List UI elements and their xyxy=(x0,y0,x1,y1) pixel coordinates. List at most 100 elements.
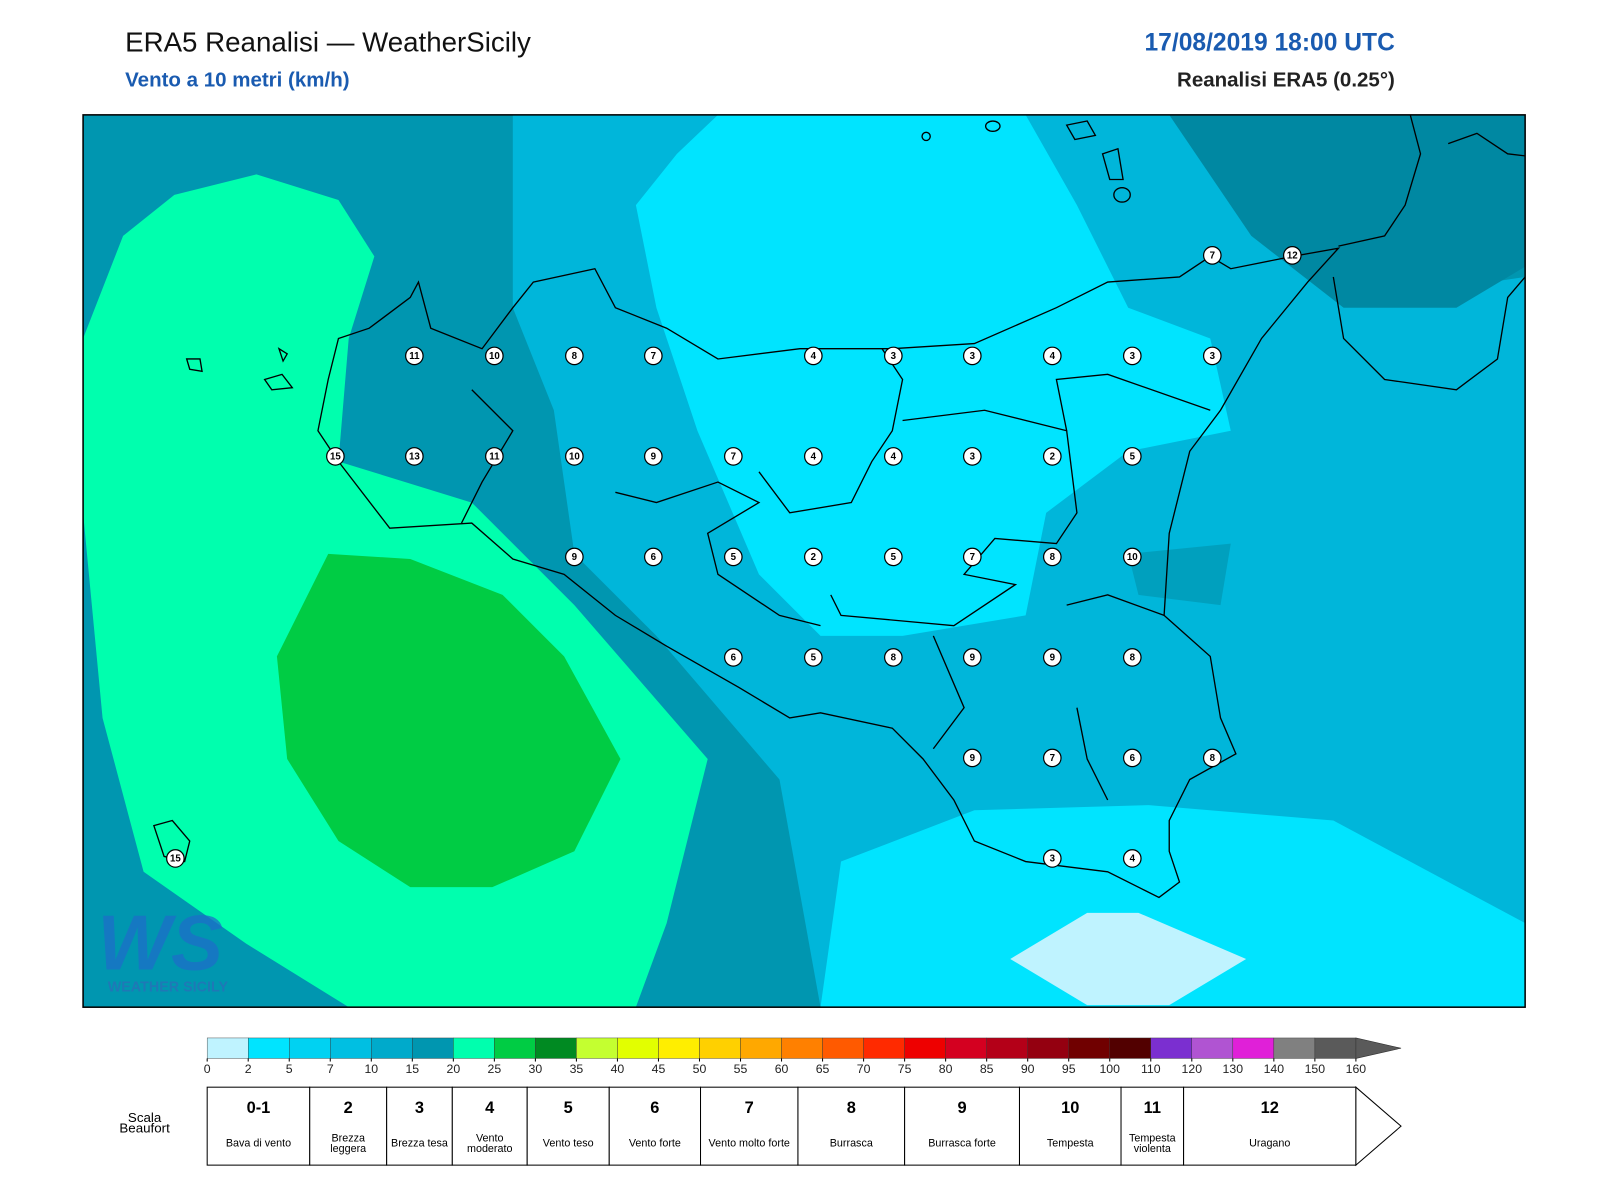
colorbar-segment xyxy=(576,1037,618,1059)
station-marker xyxy=(485,447,504,466)
station-value: 9 xyxy=(970,653,976,664)
colorbar-tick-label: 40 xyxy=(611,1062,625,1076)
wind-field xyxy=(1010,912,1247,1006)
beaufort-box xyxy=(451,1086,528,1166)
colorbar-segment xyxy=(494,1037,536,1059)
logo: WS WEATHER SICILY xyxy=(97,898,228,995)
colorbar-tick-label: 70 xyxy=(857,1062,871,1076)
colorbar-segment xyxy=(371,1037,413,1059)
station-value: 7 xyxy=(1210,250,1215,261)
colorbar-tick-label: 60 xyxy=(775,1062,789,1076)
station-value: 6 xyxy=(651,552,657,563)
colorbar-tick-label: 95 xyxy=(1062,1062,1076,1076)
station-marker xyxy=(1122,849,1142,868)
beaufort-force: 0-1 xyxy=(247,1099,271,1117)
colorbar-tick-label: 2 xyxy=(245,1062,252,1076)
colorbar-tick-label: 110 xyxy=(1141,1062,1161,1076)
beaufort-box xyxy=(1120,1086,1185,1166)
station-marker xyxy=(803,447,823,466)
colorbar-segment xyxy=(1232,1037,1275,1059)
beaufort-description: Vento moderato xyxy=(467,1133,512,1154)
beaufort-description-text: Vento forte xyxy=(628,1137,681,1150)
colorbar-tick-label: 55 xyxy=(734,1062,748,1076)
station-value: 7 xyxy=(970,552,975,563)
beaufort-description: Brezza leggera xyxy=(330,1132,367,1155)
logo-text: WEATHER SICILY xyxy=(108,979,229,995)
station-marker xyxy=(723,447,743,466)
station-marker xyxy=(723,648,743,667)
colorbar-tick-label: 10 xyxy=(364,1062,378,1076)
station-marker xyxy=(962,447,982,466)
station-marker xyxy=(326,447,345,466)
colorbar-segment xyxy=(699,1037,741,1059)
station-marker xyxy=(1202,346,1222,366)
colorbar-tick-label: 50 xyxy=(693,1062,707,1076)
station-value: 4 xyxy=(1130,854,1136,865)
coastline-calabria xyxy=(1332,114,1526,391)
beaufort-description-text: Brezza leggera xyxy=(330,1132,367,1155)
station-value: 3 xyxy=(970,452,976,463)
colorbar-tick-label: 90 xyxy=(1021,1062,1035,1076)
datetime: 17/08/2019 18:00 UTC xyxy=(1144,30,1395,57)
wind-field xyxy=(1128,543,1231,606)
station-value: 4 xyxy=(811,452,817,463)
station-value: 9 xyxy=(651,452,657,463)
beaufort-description-text: Tempesta violenta xyxy=(1128,1132,1176,1155)
station-marker xyxy=(485,346,504,366)
colorbar-segment xyxy=(1109,1037,1151,1059)
beaufort-description: Vento teso xyxy=(542,1137,594,1150)
colorbar-segment xyxy=(330,1037,372,1059)
beaufort-force: 7 xyxy=(745,1099,754,1117)
beaufort-force: 4 xyxy=(485,1099,495,1117)
station-marker xyxy=(883,346,903,366)
station-value: 4 xyxy=(811,351,817,362)
colorbar-segment xyxy=(986,1037,1028,1059)
colorbar-tick-label: 20 xyxy=(446,1062,460,1076)
station-value: 3 xyxy=(1210,351,1216,362)
station-marker xyxy=(803,346,823,366)
station-value: 15 xyxy=(170,854,181,865)
station-value: 5 xyxy=(811,653,817,664)
station-marker xyxy=(962,748,982,768)
beaufort-force: 6 xyxy=(650,1099,659,1117)
beaufort-box xyxy=(386,1086,453,1166)
beaufort-description: Uragano xyxy=(1249,1138,1290,1149)
stations: 7 12 11 10 8 7 4 3 3 4 3 3 15 13 11 10 9 7 4 4 3 2 5 9 6 5 2 5 7 8 10 6… xyxy=(166,246,1302,868)
colorbar-segment xyxy=(1273,1037,1316,1059)
station-marker xyxy=(1122,648,1142,667)
colorbar-tick-label: 120 xyxy=(1182,1062,1203,1076)
station-value: 3 xyxy=(970,351,976,362)
logo-mark: WS xyxy=(97,898,223,986)
station-value: 10 xyxy=(1127,552,1138,563)
station-value: 2 xyxy=(811,552,817,563)
station-marker xyxy=(1042,447,1062,466)
station-marker xyxy=(883,547,903,567)
station-value: 12 xyxy=(1287,250,1298,261)
beaufort-scale: Scala Beaufort 0-1 Bava di vento 2 Brezza le… xyxy=(119,1086,1402,1167)
station-marker xyxy=(1202,246,1222,265)
station-value: 8 xyxy=(572,351,578,362)
station-value: 11 xyxy=(409,351,420,362)
beaufort-box xyxy=(797,1086,906,1166)
map: 7 12 11 10 8 7 4 3 3 4 3 3 15 13 11 10 9 7 4 4 3 2 5 9 6 5 2 5 7 8 10 6… xyxy=(83,114,1526,1008)
station-marker xyxy=(883,447,903,466)
station-marker xyxy=(803,648,823,667)
colorbar-segment xyxy=(412,1037,454,1059)
station-marker xyxy=(962,547,982,567)
colorbar-segment xyxy=(247,1037,290,1059)
title: ERA5 Reanalisi — WeatherSicily xyxy=(125,26,531,57)
colorbar-tick-label: 7 xyxy=(327,1062,334,1076)
beaufort-arrow xyxy=(1355,1086,1402,1167)
colorbar-segment xyxy=(781,1037,823,1059)
colorbar-tick-label: 150 xyxy=(1305,1062,1326,1076)
station-value: 9 xyxy=(1050,653,1056,664)
beaufort-description: Bava di vento xyxy=(226,1138,291,1149)
station-value: 5 xyxy=(1130,452,1136,463)
beaufort-force: 9 xyxy=(957,1099,966,1117)
station-value: 11 xyxy=(489,452,500,463)
station-value: 7 xyxy=(731,452,736,463)
beaufort-box xyxy=(608,1086,702,1166)
beaufort-description-text: Vento teso xyxy=(542,1137,594,1150)
station-marker xyxy=(565,346,584,366)
